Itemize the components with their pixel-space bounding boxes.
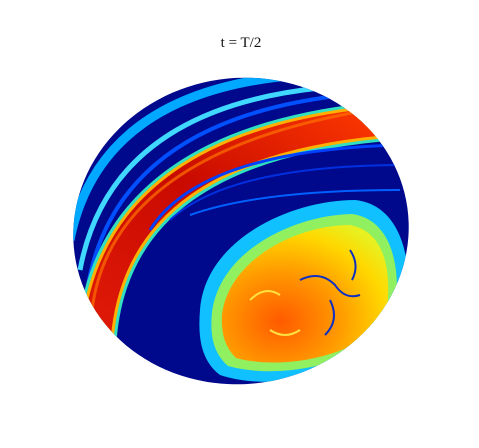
blob-filament	[249, 290, 301, 336]
stripe	[77, 85, 321, 271]
stripe	[65, 70, 301, 241]
stripe	[86, 93, 346, 286]
sphere	[60, 70, 429, 400]
stripe	[169, 164, 406, 221]
band	[83, 106, 401, 337]
band-streak	[90, 106, 381, 311]
figure-title: t = T/2	[221, 35, 262, 51]
stripe	[148, 143, 401, 231]
stripe	[189, 189, 401, 216]
blob-filament	[299, 249, 361, 336]
blob	[221, 225, 389, 363]
